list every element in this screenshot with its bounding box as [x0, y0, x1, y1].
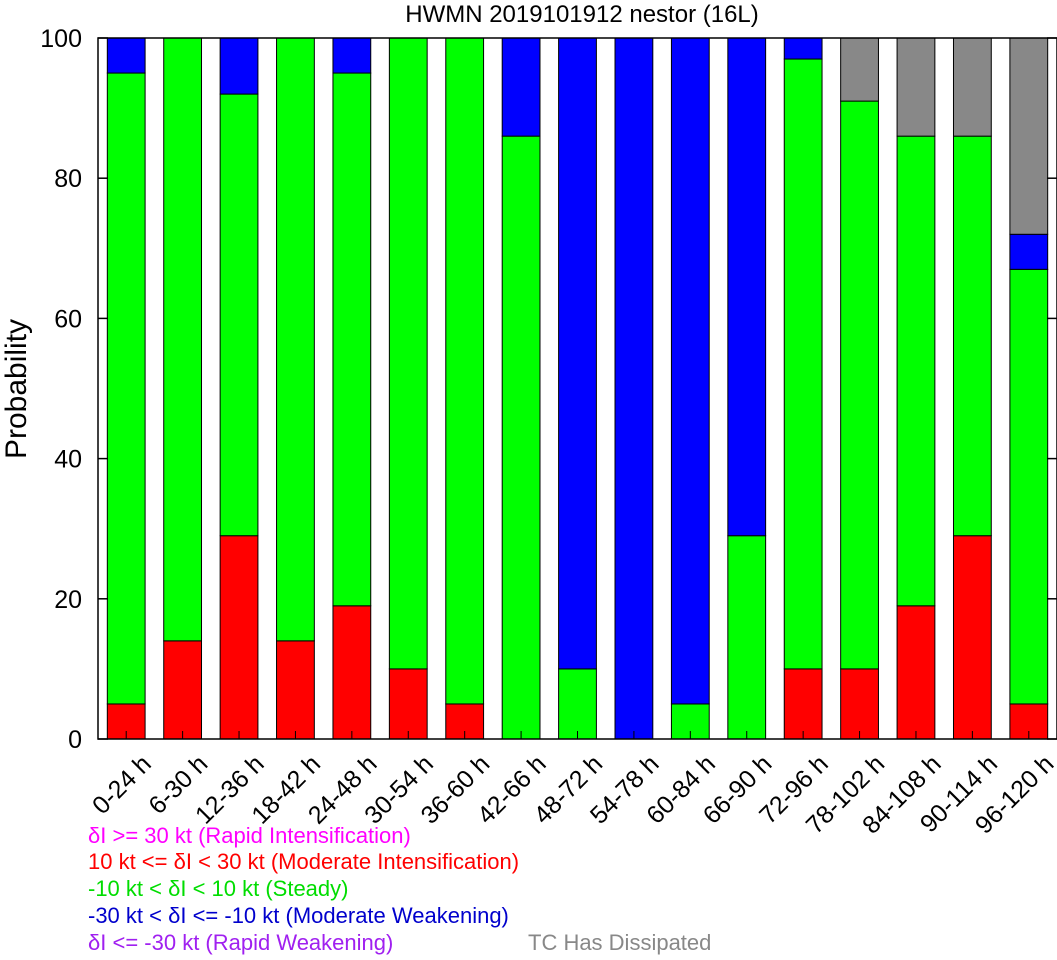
- bar-segment-steady-2: [219, 93, 259, 537]
- bar-segment-steady-11: [727, 535, 767, 740]
- bar-segment-dissipated-16: [1009, 37, 1049, 235]
- bar-segment-moderate_intensification-1: [163, 640, 203, 740]
- legend-moderate-intensification: 10 kt <= δI < 30 kt (Moderate Intensific…: [88, 849, 520, 874]
- bar-segment-moderate_intensification-4: [332, 605, 372, 740]
- bar-segment-dissipated-13: [840, 37, 879, 102]
- legend-rapid-weakening: δI <= -30 kt (Rapid Weakening): [88, 930, 394, 955]
- bar-segment-steady-12: [783, 58, 823, 670]
- bar-segment-moderate_weakening-12: [783, 37, 823, 60]
- bar-segment-steady-16: [1009, 268, 1049, 705]
- y-axis-label: Probability: [0, 319, 33, 459]
- bar-segment-moderate_intensification-3: [276, 640, 315, 740]
- bar-segment-steady-13: [840, 100, 879, 670]
- bar-segment-moderate_weakening-2: [219, 37, 259, 95]
- bar-segment-moderate_weakening-7: [501, 37, 541, 137]
- bar-segment-steady-6: [445, 37, 485, 705]
- y-tick-label-1: 20: [54, 586, 82, 614]
- bar-segment-moderate_intensification-13: [840, 668, 879, 740]
- bar-segment-dissipated-14: [896, 37, 936, 137]
- y-tick-label-3: 60: [54, 305, 82, 333]
- bar-segment-steady-0: [106, 72, 146, 705]
- y-axis: 0 20 40 60 80 100: [40, 25, 1057, 754]
- bar-segment-steady-5: [388, 37, 428, 670]
- legend-rapid-intensification: δI >= 30 kt (Rapid Intensification): [88, 823, 411, 848]
- bar-segment-dissipated-15: [952, 37, 992, 137]
- bar-segment-moderate_weakening-10: [670, 37, 710, 705]
- bar-segment-steady-4: [332, 72, 372, 607]
- bar-segment-moderate_weakening-0: [106, 37, 146, 74]
- bar-segment-moderate_weakening-11: [727, 37, 767, 537]
- bar-segment-steady-1: [163, 37, 203, 642]
- bar-segment-steady-8: [558, 668, 597, 740]
- bar-segment-moderate_weakening-8: [558, 37, 597, 670]
- bar-segment-moderate_weakening-4: [332, 37, 372, 74]
- bar-segment-steady-7: [501, 135, 541, 740]
- plot-frame: [97, 37, 1057, 740]
- x-tick-label-0: 0-24 h: [87, 750, 157, 820]
- y-tick-label-2: 40: [54, 446, 82, 474]
- bars-group: [106, 37, 1049, 740]
- bar-segment-moderate_intensification-2: [219, 535, 259, 740]
- y-tick-label-4: 80: [54, 165, 82, 193]
- bar-segment-steady-15: [952, 135, 992, 537]
- bar-segment-moderate_intensification-5: [388, 668, 428, 740]
- bar-segment-steady-14: [896, 135, 936, 607]
- bar-segment-moderate_weakening-9: [614, 37, 654, 740]
- bar-segment-steady-3: [276, 37, 315, 642]
- bar-segment-moderate_intensification-14: [896, 605, 936, 740]
- chart-title: HWMN 2019101912 nestor (16L): [405, 1, 759, 28]
- legend-dissipated: TC Has Dissipated: [528, 930, 712, 955]
- y-tick-label-5: 100: [40, 25, 82, 53]
- bar-segment-moderate_intensification-12: [783, 668, 823, 740]
- bar-segment-moderate_weakening-16: [1009, 233, 1049, 270]
- bar-segment-moderate_intensification-15: [952, 535, 992, 740]
- legend-moderate-weakening: -30 kt < δI <= -10 kt (Moderate Weakenin…: [88, 903, 509, 928]
- y-tick-label-0: 0: [68, 726, 82, 754]
- legend-steady: -10 kt < δI < 10 kt (Steady): [88, 876, 349, 901]
